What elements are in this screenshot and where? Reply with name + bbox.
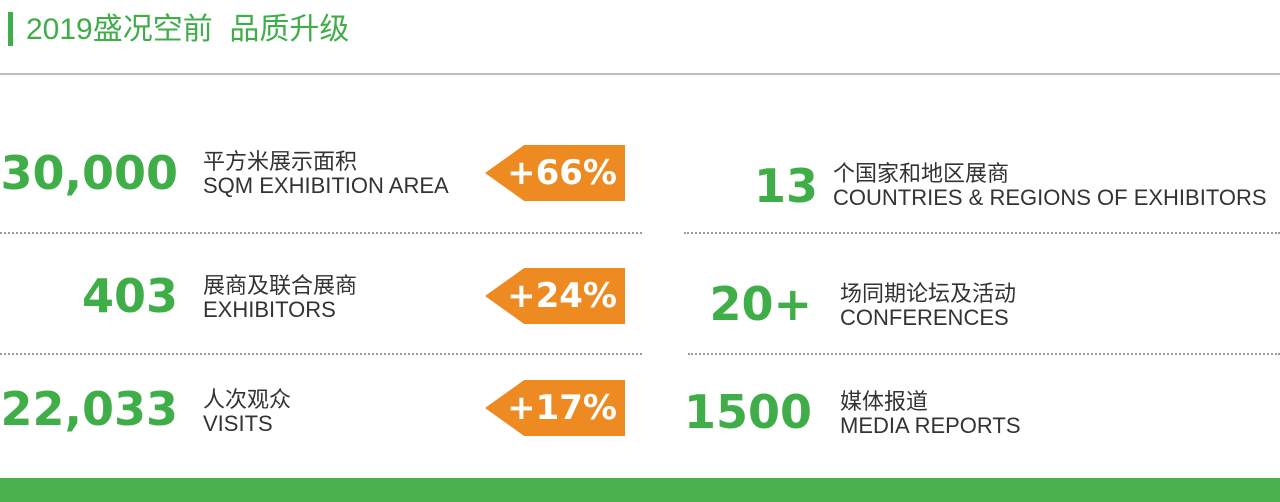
stat-label-zh: 人次观众 (203, 387, 292, 412)
stat-label-en: MEDIA REPORTS (840, 413, 1021, 438)
stat-label-countries: 个国家和地区展商 COUNTRIES & REGIONS OF EXHIBITO… (833, 162, 1267, 210)
stat-number-visits: 22,033 (0, 382, 178, 436)
stat-label-zh: 展商及联合展商 (203, 273, 358, 298)
row-divider (0, 353, 642, 355)
stat-label-media-reports: 媒体报道 MEDIA REPORTS (840, 390, 1021, 438)
row-divider (684, 232, 1280, 234)
growth-badge-text: +24% (507, 276, 617, 316)
header-accent-bar (8, 12, 13, 46)
row-divider (688, 353, 1280, 355)
growth-badge-visits: +17% (485, 380, 625, 436)
stat-label-conferences: 场同期论坛及活动 CONFERENCES (840, 282, 1016, 330)
stat-number-conferences: 20+ (709, 277, 812, 331)
header-divider (0, 73, 1280, 75)
stat-number-exhibition-area: 30,000 (0, 146, 178, 200)
stat-label-zh: 个国家和地区展商 (833, 161, 1010, 186)
stat-label-en: EXHIBITORS (203, 297, 336, 322)
header: 2019盛况空前 品质升级 (0, 0, 1280, 75)
stat-label-zh: 平方米展示面积 (203, 149, 358, 174)
stat-label-zh: 媒体报道 (840, 389, 929, 414)
stat-label-exhibition-area: 平方米展示面积 SQM EXHIBITION AREA (203, 150, 449, 198)
page-title: 2019盛况空前 品质升级 (26, 13, 350, 46)
growth-badge-exhibitors: +24% (485, 268, 625, 324)
stat-label-zh: 场同期论坛及活动 (840, 281, 1017, 306)
stat-label-en: VISITS (203, 411, 273, 436)
stat-label-en: SQM EXHIBITION AREA (203, 173, 449, 198)
growth-badge-exhibition-area: +66% (485, 145, 625, 201)
stat-label-en: COUNTRIES & REGIONS OF EXHIBITORS (833, 185, 1267, 210)
stat-label-exhibitors: 展商及联合展商 EXHIBITORS (203, 274, 357, 322)
stat-label-en: CONFERENCES (840, 305, 1009, 330)
growth-badge-text: +66% (507, 153, 617, 193)
stat-number-media-reports: 1500 (683, 385, 812, 439)
stat-number-countries: 13 (753, 159, 818, 213)
row-divider (0, 232, 642, 234)
footer-bar (0, 478, 1280, 502)
growth-badge-text: +17% (507, 388, 617, 428)
stat-label-visits: 人次观众 VISITS (203, 388, 291, 436)
stat-number-exhibitors: 403 (81, 269, 178, 323)
